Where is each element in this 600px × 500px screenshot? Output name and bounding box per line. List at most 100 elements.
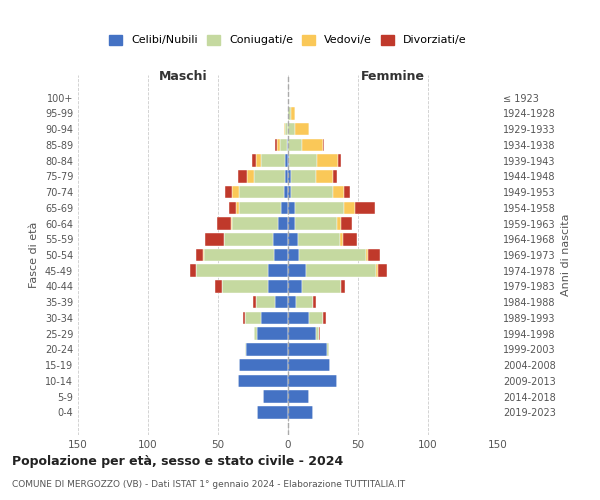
- Bar: [262, 154, 285, 167]
- Bar: [280, 138, 287, 151]
- Bar: [254, 328, 257, 340]
- Bar: [217, 217, 230, 230]
- Bar: [238, 374, 288, 387]
- Bar: [275, 138, 277, 151]
- Bar: [288, 343, 327, 355]
- Bar: [232, 186, 239, 198]
- Bar: [277, 138, 280, 151]
- Bar: [298, 233, 340, 245]
- Bar: [341, 217, 352, 230]
- Bar: [296, 296, 313, 308]
- Bar: [239, 186, 284, 198]
- Bar: [377, 264, 388, 277]
- Bar: [288, 296, 296, 308]
- Bar: [344, 186, 350, 198]
- Bar: [263, 390, 288, 403]
- Bar: [313, 296, 316, 308]
- Bar: [295, 217, 337, 230]
- Bar: [316, 328, 319, 340]
- Bar: [376, 264, 377, 277]
- Bar: [368, 248, 380, 262]
- Bar: [285, 170, 288, 182]
- Bar: [309, 312, 323, 324]
- Bar: [291, 170, 316, 182]
- Bar: [341, 280, 346, 293]
- Bar: [274, 248, 288, 262]
- Bar: [323, 138, 325, 151]
- Bar: [285, 154, 288, 167]
- Legend: Celibi/Nubili, Coniugati/e, Vedovi/e, Divorziati/e: Celibi/Nubili, Coniugati/e, Vedovi/e, Di…: [105, 30, 471, 50]
- Bar: [254, 170, 285, 182]
- Bar: [288, 123, 295, 136]
- Text: COMUNE DI MERGOZZO (VB) - Dati ISTAT 1° gennaio 2024 - Elaborazione TUTTITALIA.I: COMUNE DI MERGOZZO (VB) - Dati ISTAT 1° …: [12, 480, 405, 489]
- Bar: [205, 233, 224, 245]
- Bar: [288, 107, 291, 120]
- Bar: [256, 296, 275, 308]
- Bar: [288, 280, 302, 293]
- Bar: [333, 170, 337, 182]
- Bar: [340, 233, 343, 245]
- Bar: [204, 248, 274, 262]
- Bar: [288, 186, 291, 198]
- Bar: [262, 312, 288, 324]
- Bar: [323, 312, 326, 324]
- Bar: [222, 280, 268, 293]
- Bar: [291, 107, 295, 120]
- Bar: [288, 374, 337, 387]
- Bar: [291, 186, 333, 198]
- Bar: [236, 202, 239, 214]
- Bar: [338, 154, 341, 167]
- Bar: [288, 217, 295, 230]
- Bar: [225, 186, 232, 198]
- Bar: [281, 202, 288, 214]
- Bar: [232, 217, 278, 230]
- Bar: [285, 123, 288, 136]
- Bar: [295, 123, 309, 136]
- Bar: [284, 123, 285, 136]
- Y-axis label: Anni di nascita: Anni di nascita: [561, 214, 571, 296]
- Bar: [275, 296, 288, 308]
- Bar: [239, 202, 281, 214]
- Bar: [287, 138, 288, 151]
- Bar: [337, 217, 341, 230]
- Bar: [243, 312, 245, 324]
- Bar: [256, 154, 262, 167]
- Bar: [288, 154, 289, 167]
- Bar: [272, 233, 288, 245]
- Bar: [317, 154, 338, 167]
- Bar: [288, 202, 295, 214]
- Bar: [288, 312, 309, 324]
- Bar: [289, 154, 317, 167]
- Bar: [288, 328, 316, 340]
- Bar: [288, 359, 330, 372]
- Bar: [299, 248, 367, 262]
- Bar: [196, 264, 268, 277]
- Y-axis label: Fasce di età: Fasce di età: [29, 222, 39, 288]
- Bar: [246, 343, 288, 355]
- Bar: [224, 233, 272, 245]
- Bar: [343, 233, 356, 245]
- Bar: [316, 170, 333, 182]
- Bar: [327, 343, 329, 355]
- Bar: [247, 170, 254, 182]
- Bar: [302, 280, 341, 293]
- Bar: [288, 138, 302, 151]
- Bar: [302, 138, 323, 151]
- Bar: [229, 202, 236, 214]
- Bar: [333, 186, 344, 198]
- Bar: [306, 264, 376, 277]
- Bar: [245, 343, 246, 355]
- Bar: [257, 406, 288, 418]
- Bar: [257, 328, 288, 340]
- Text: Maschi: Maschi: [158, 70, 208, 84]
- Bar: [203, 248, 204, 262]
- Bar: [295, 202, 344, 214]
- Bar: [355, 202, 375, 214]
- Bar: [190, 264, 196, 277]
- Bar: [288, 248, 299, 262]
- Bar: [245, 312, 262, 324]
- Bar: [253, 296, 256, 308]
- Bar: [278, 217, 288, 230]
- Bar: [288, 170, 291, 182]
- Bar: [239, 359, 288, 372]
